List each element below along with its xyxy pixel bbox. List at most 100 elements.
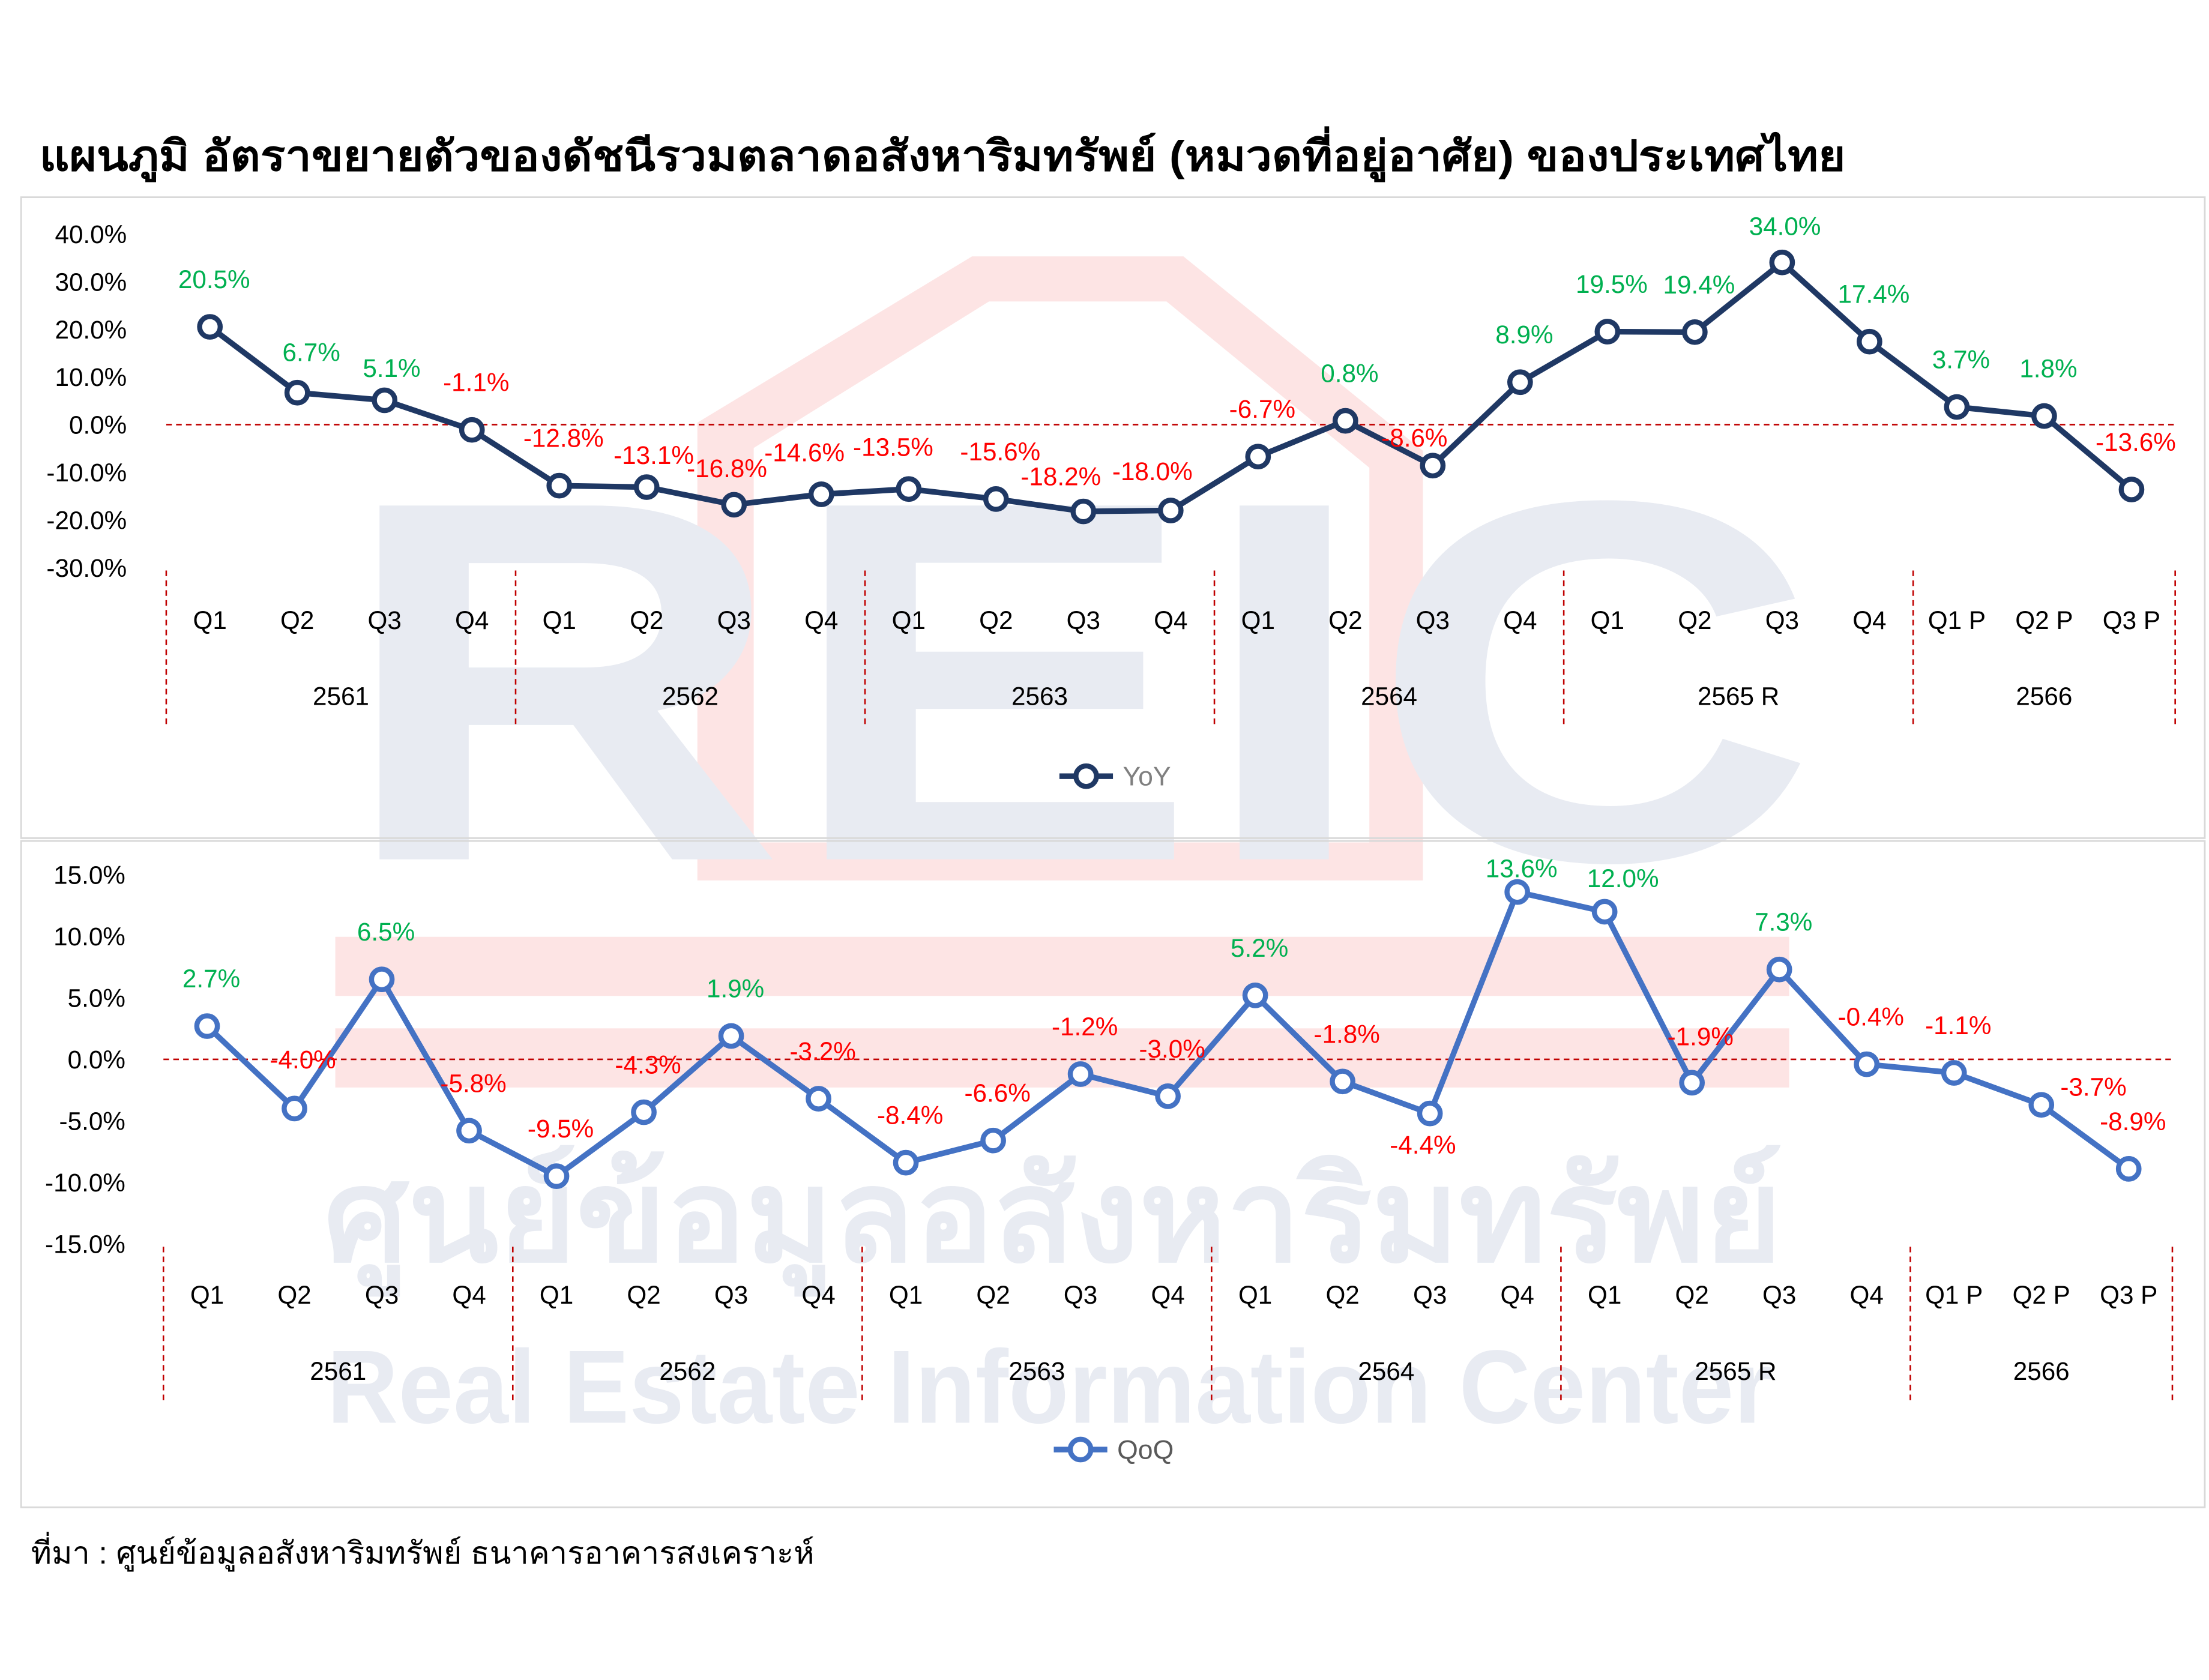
- yoy-data-label: -13.1%: [613, 441, 694, 469]
- qoq-data-point: [2115, 1155, 2142, 1182]
- qoq-data-label: -8.4%: [877, 1101, 943, 1130]
- qoq-x-tick-label: Q1: [889, 1281, 923, 1309]
- qoq-legend-label: QoQ: [1117, 1435, 1174, 1465]
- qoq-y-tick-label: 0.0%: [68, 1046, 125, 1074]
- yoy-data-point: [1070, 498, 1097, 525]
- qoq-x-tick-label: Q2 P: [2013, 1281, 2070, 1309]
- watermark-bar-top: [335, 936, 1789, 996]
- yoy-x-tick-label: Q1 P: [1928, 606, 1986, 634]
- qoq-x-tick-label: Q2: [277, 1281, 311, 1309]
- yoy-data-label: -12.8%: [523, 424, 604, 453]
- qoq-data-point: [893, 1149, 919, 1176]
- watermark-house-interior: [753, 301, 1370, 843]
- qoq-x-group-label: 2565 R: [1695, 1357, 1776, 1385]
- yoy-data-point: [197, 314, 223, 340]
- qoq-chart-frame: [20, 840, 2206, 1508]
- yoy-y-tick-label: -20.0%: [46, 507, 127, 535]
- qoq-y-tick-label: -10.0%: [45, 1169, 125, 1197]
- yoy-data-point: [2118, 477, 2145, 502]
- yoy-y-tick-label: 10.0%: [55, 363, 127, 391]
- yoy-x-group-label: 2563: [1011, 682, 1068, 711]
- qoq-data-label: 5.2%: [1231, 934, 1288, 962]
- yoy-x-tick-label: Q2: [280, 606, 314, 634]
- yoy-data-label: 0.8%: [1321, 360, 1378, 388]
- yoy-x-tick-label: Q4: [804, 606, 838, 634]
- qoq-data-label: -1.9%: [1668, 1023, 1734, 1051]
- yoy-data-point: [1332, 408, 1358, 434]
- yoy-chart: 40.0% 30.0% 20.0% 10.0% 0.0% -10.0% -20.0% -30.…: [20, 196, 2206, 839]
- yoy-x-tick-label: Q1: [1241, 606, 1275, 634]
- qoq-data-label: -0.4%: [1838, 1003, 1904, 1031]
- yoy-x-tick-label: Q3: [1416, 606, 1450, 634]
- qoq-y-tick-label: -5.0%: [59, 1107, 125, 1136]
- yoy-data-label: 3.7%: [1932, 346, 1990, 374]
- yoy-x-tick-label: Q1: [193, 606, 227, 634]
- yoy-x-tick-label: Q1: [1591, 606, 1624, 634]
- yoy-data-point: [896, 476, 922, 502]
- yoy-x-tick-label: Q4: [1503, 606, 1537, 634]
- qoq-data-point: [194, 1013, 220, 1039]
- qoq-data-label: 7.3%: [1755, 908, 1812, 936]
- yoy-data-point: [546, 472, 573, 499]
- yoy-data-label: -13.5%: [853, 433, 933, 462]
- yoy-data-label: 8.9%: [1495, 321, 1553, 349]
- yoy-x-tick-label: Q3: [1765, 606, 1799, 634]
- qoq-data-point: [806, 1086, 831, 1112]
- yoy-x-tick-label: Q3 P: [2103, 606, 2160, 634]
- yoy-legend-label: YoY: [1123, 762, 1171, 791]
- qoq-data-label: -1.1%: [1925, 1011, 1991, 1040]
- yoy-y-tick-label: 40.0%: [55, 220, 127, 248]
- yoy-x-tick-label: Q1: [892, 606, 926, 634]
- yoy-data-label: -1.1%: [443, 369, 509, 397]
- yoy-data-label: -18.0%: [1112, 457, 1193, 486]
- yoy-data-label: -18.2%: [1020, 463, 1101, 491]
- yoy-y-tick-label: -10.0%: [46, 459, 127, 487]
- page-title: แผนภูมิ อัตราขยายตัวของดัชนีรวมตลาดอสังห…: [40, 126, 1846, 182]
- qoq-y-tick-label: 5.0%: [68, 984, 125, 1013]
- yoy-data-point: [1420, 453, 1446, 479]
- yoy-data-label: 1.8%: [2019, 355, 2077, 383]
- qoq-y-tick-label: -15.0%: [45, 1230, 125, 1259]
- qoq-x-tick-label: Q2: [627, 1281, 660, 1309]
- yoy-x-group-label: 2565 R: [1698, 682, 1779, 711]
- qoq-x-tick-label: Q3: [1762, 1281, 1796, 1309]
- qoq-data-label: -1.2%: [1052, 1013, 1118, 1041]
- yoy-data-point: [459, 417, 485, 443]
- yoy-data-point: [1944, 394, 1970, 420]
- qoq-y-tick-label: 10.0%: [53, 923, 125, 951]
- yoy-chart-frame: [20, 196, 2206, 839]
- qoq-x-tick-label: Q4: [1850, 1281, 1884, 1309]
- yoy-x-tick-label: Q1: [543, 606, 576, 634]
- qoq-data-point: [1417, 1100, 1443, 1127]
- qoq-data-point: [1591, 899, 1618, 925]
- qoq-x-tick-label: Q4: [801, 1281, 835, 1309]
- qoq-data-point: [1242, 982, 1268, 1008]
- qoq-x-tick-label: Q3: [365, 1281, 399, 1309]
- qoq-x-tick-label: Q1 P: [1925, 1281, 1983, 1309]
- qoq-x-tick-label: Q1: [1588, 1281, 1621, 1309]
- yoy-x-group-label: 2562: [662, 682, 719, 711]
- qoq-data-point: [369, 966, 395, 993]
- reic-watermark: REIC ศูนย์ข้อมูลอสังหาริมทรัพย์ Real Est…: [324, 256, 1818, 1445]
- yoy-x-group-label: 2561: [313, 682, 369, 711]
- qoq-data-point: [1067, 1061, 1094, 1087]
- qoq-data-label: -9.5%: [528, 1115, 594, 1143]
- qoq-data-label: -3.2%: [789, 1037, 855, 1065]
- qoq-x-tick-label: Q3 P: [2100, 1281, 2157, 1309]
- yoy-data-point: [1594, 319, 1621, 345]
- yoy-y-tick-label: 0.0%: [69, 411, 127, 439]
- yoy-x-tick-label: Q4: [1154, 606, 1187, 634]
- yoy-data-point: [1682, 319, 1708, 345]
- qoq-x-tick-label: Q1: [540, 1281, 573, 1309]
- yoy-data-label: -13.6%: [2096, 428, 2176, 456]
- yoy-data-point: [1245, 444, 1271, 470]
- qoq-data-label: 12.0%: [1587, 864, 1659, 893]
- watermark-logo-text: REIC: [338, 394, 1817, 969]
- qoq-data-label: 6.5%: [357, 918, 415, 946]
- yoy-data-label: -6.7%: [1229, 395, 1295, 423]
- qoq-y-tick-label: 15.0%: [53, 861, 125, 890]
- yoy-x-tick-label: Q3: [368, 606, 402, 634]
- qoq-x-tick-label: Q3: [1064, 1281, 1097, 1309]
- qoq-x-group-label: 2562: [659, 1357, 716, 1385]
- qoq-data-point: [543, 1163, 570, 1189]
